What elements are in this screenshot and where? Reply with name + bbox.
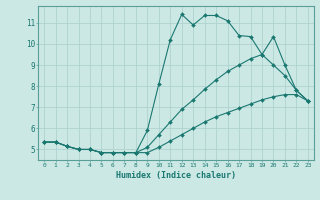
- X-axis label: Humidex (Indice chaleur): Humidex (Indice chaleur): [116, 171, 236, 180]
